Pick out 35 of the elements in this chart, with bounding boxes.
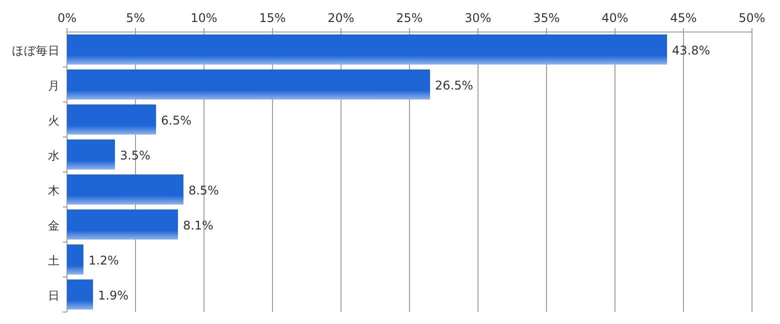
x-tick-label: 5%	[126, 11, 146, 25]
x-tick-label: 20%	[328, 11, 354, 25]
x-tick-label: 30%	[464, 11, 492, 25]
bar	[67, 104, 156, 135]
data-label: 43.8%	[672, 44, 710, 58]
x-tick-label: 0%	[57, 11, 77, 25]
data-label: 1.2%	[88, 254, 119, 268]
x-tick-label: 35%	[533, 11, 560, 25]
y-tick-label: 月	[48, 78, 60, 92]
x-tick-label: 45%	[670, 11, 697, 25]
bar	[67, 209, 178, 240]
data-label: 8.5%	[188, 184, 219, 198]
y-tick-label: ほぼ毎日	[12, 44, 60, 58]
bar	[67, 34, 668, 65]
bar	[67, 174, 184, 205]
bar	[67, 69, 430, 100]
y-tick-label: 水	[48, 148, 60, 162]
y-tick-label: 金	[48, 218, 60, 232]
y-tick-label: 火	[48, 114, 60, 128]
x-tick-label: 25%	[396, 11, 423, 25]
x-tick-label: 15%	[259, 11, 286, 25]
data-label: 8.1%	[182, 218, 214, 232]
x-tick-label: 40%	[602, 11, 628, 25]
bar	[67, 279, 94, 310]
bar	[67, 244, 84, 275]
x-tick-label: 50%	[738, 11, 766, 25]
y-tick-label: 木	[48, 184, 60, 198]
data-label: 6.5%	[161, 114, 192, 128]
data-label: 1.9%	[98, 288, 129, 302]
y-tick-label: 日	[48, 288, 60, 302]
data-label: 3.5%	[120, 148, 150, 162]
bar	[67, 139, 115, 170]
x-tick-label: 10%	[190, 11, 218, 25]
data-label: 26.5%	[435, 78, 474, 92]
y-tick-label: 土	[48, 254, 60, 268]
